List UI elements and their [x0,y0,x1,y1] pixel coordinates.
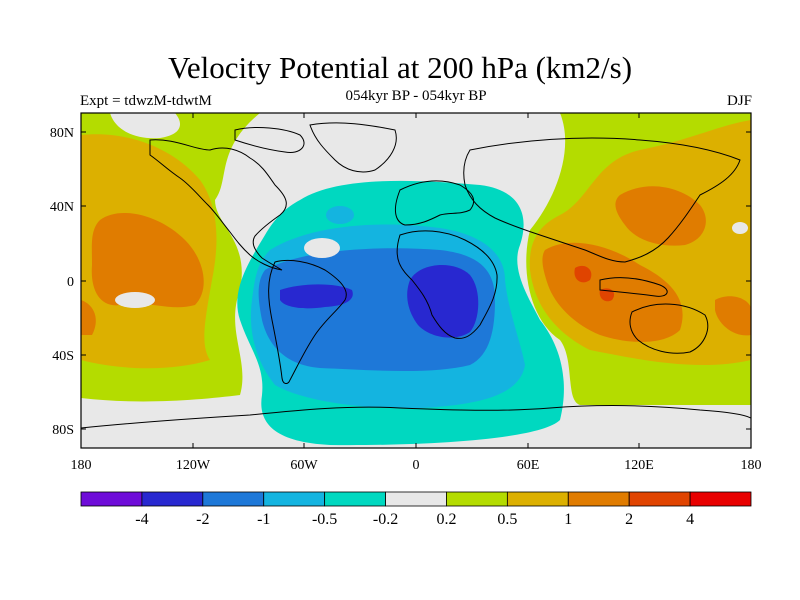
y-tick-label: 80N [50,126,74,141]
y-axis-labels: 80N 40N 0 40S 80S [50,126,74,438]
field-positive-1 [715,296,751,336]
colorbar-label: 0.5 [497,511,517,528]
coastline-australia [629,303,709,354]
field-negative-0.5 [326,206,354,224]
x-axis-ticks [80,113,752,448]
colorbar-swatch [385,491,447,507]
colorbar-label: -0.5 [312,511,337,528]
colorbar-label: -0.2 [373,511,398,528]
y-tick-label: 40N [50,200,74,215]
colorbar-swatch [567,491,630,507]
season-label: DJF [726,93,752,109]
colorbar-swatch [506,491,569,507]
contour-field [81,113,751,448]
field-near-zero [110,113,180,139]
x-axis-labels: 180 120W 60W 0 60E 120E 180 [71,458,762,473]
colorbar-label: 1 [564,511,572,528]
x-tick-label: 60W [290,458,318,473]
colorbar-swatch [202,491,265,507]
field-positive-1 [615,186,706,246]
coastline-arctic-islands [234,127,305,154]
y-tick-label: 80S [52,423,74,438]
x-tick-label: 120W [176,458,211,473]
experiment-label: Expt = tdwzM-tdwtM [80,93,212,109]
colorbar-label: -1 [257,511,270,528]
coastline-europe [394,180,475,226]
colorbar [80,491,752,507]
colorbar-label: 0.2 [436,511,456,528]
colorbar-labels: -4 -2 -1 -0.5 -0.2 0.2 0.5 1 2 4 [135,511,694,528]
coastline-antarctica [81,405,751,429]
x-tick-label: 180 [71,458,92,473]
coastlines [81,122,751,429]
colorbar-label: 4 [686,511,694,528]
colorbar-label: 2 [625,511,633,528]
y-axis-ticks [81,131,751,430]
colorbar-swatch [141,491,204,507]
y-tick-label: 40S [52,349,74,364]
coastline-greenland [309,122,397,173]
colorbar-swatch [446,491,508,507]
coastline-north-america [149,139,287,271]
field-positive-2 [574,265,592,283]
field-positive-1 [81,300,96,335]
colorbar-swatch [628,491,691,507]
x-tick-label: 0 [413,458,420,473]
map-subtitle: 054kyr BP - 054kyr BP [345,88,487,104]
map-title: Velocity Potential at 200 hPa (km2/s) [167,50,633,85]
coastline-indonesia [599,277,668,297]
field-positive-1 [91,212,204,308]
colorbar-label: -4 [135,511,148,528]
x-tick-label: 120E [624,458,654,473]
coastline-asia [463,137,741,263]
field-near-zero [732,222,748,234]
colorbar-label: -2 [196,511,209,528]
x-tick-label: 60E [517,458,540,473]
field-negative-2 [407,264,479,338]
field-positive-2 [599,288,615,302]
y-tick-label: 0 [67,275,74,290]
coastline-south-america [268,259,347,384]
colorbar-swatch [324,491,386,507]
colorbar-swatch [80,491,143,507]
field-near-zero [304,238,340,258]
field-negative-2 [280,284,353,309]
colorbar-swatch [263,491,326,507]
colorbar-swatch [689,491,752,507]
field-near-zero [115,292,155,308]
coastline-africa [396,230,498,339]
x-tick-label: 180 [741,458,762,473]
